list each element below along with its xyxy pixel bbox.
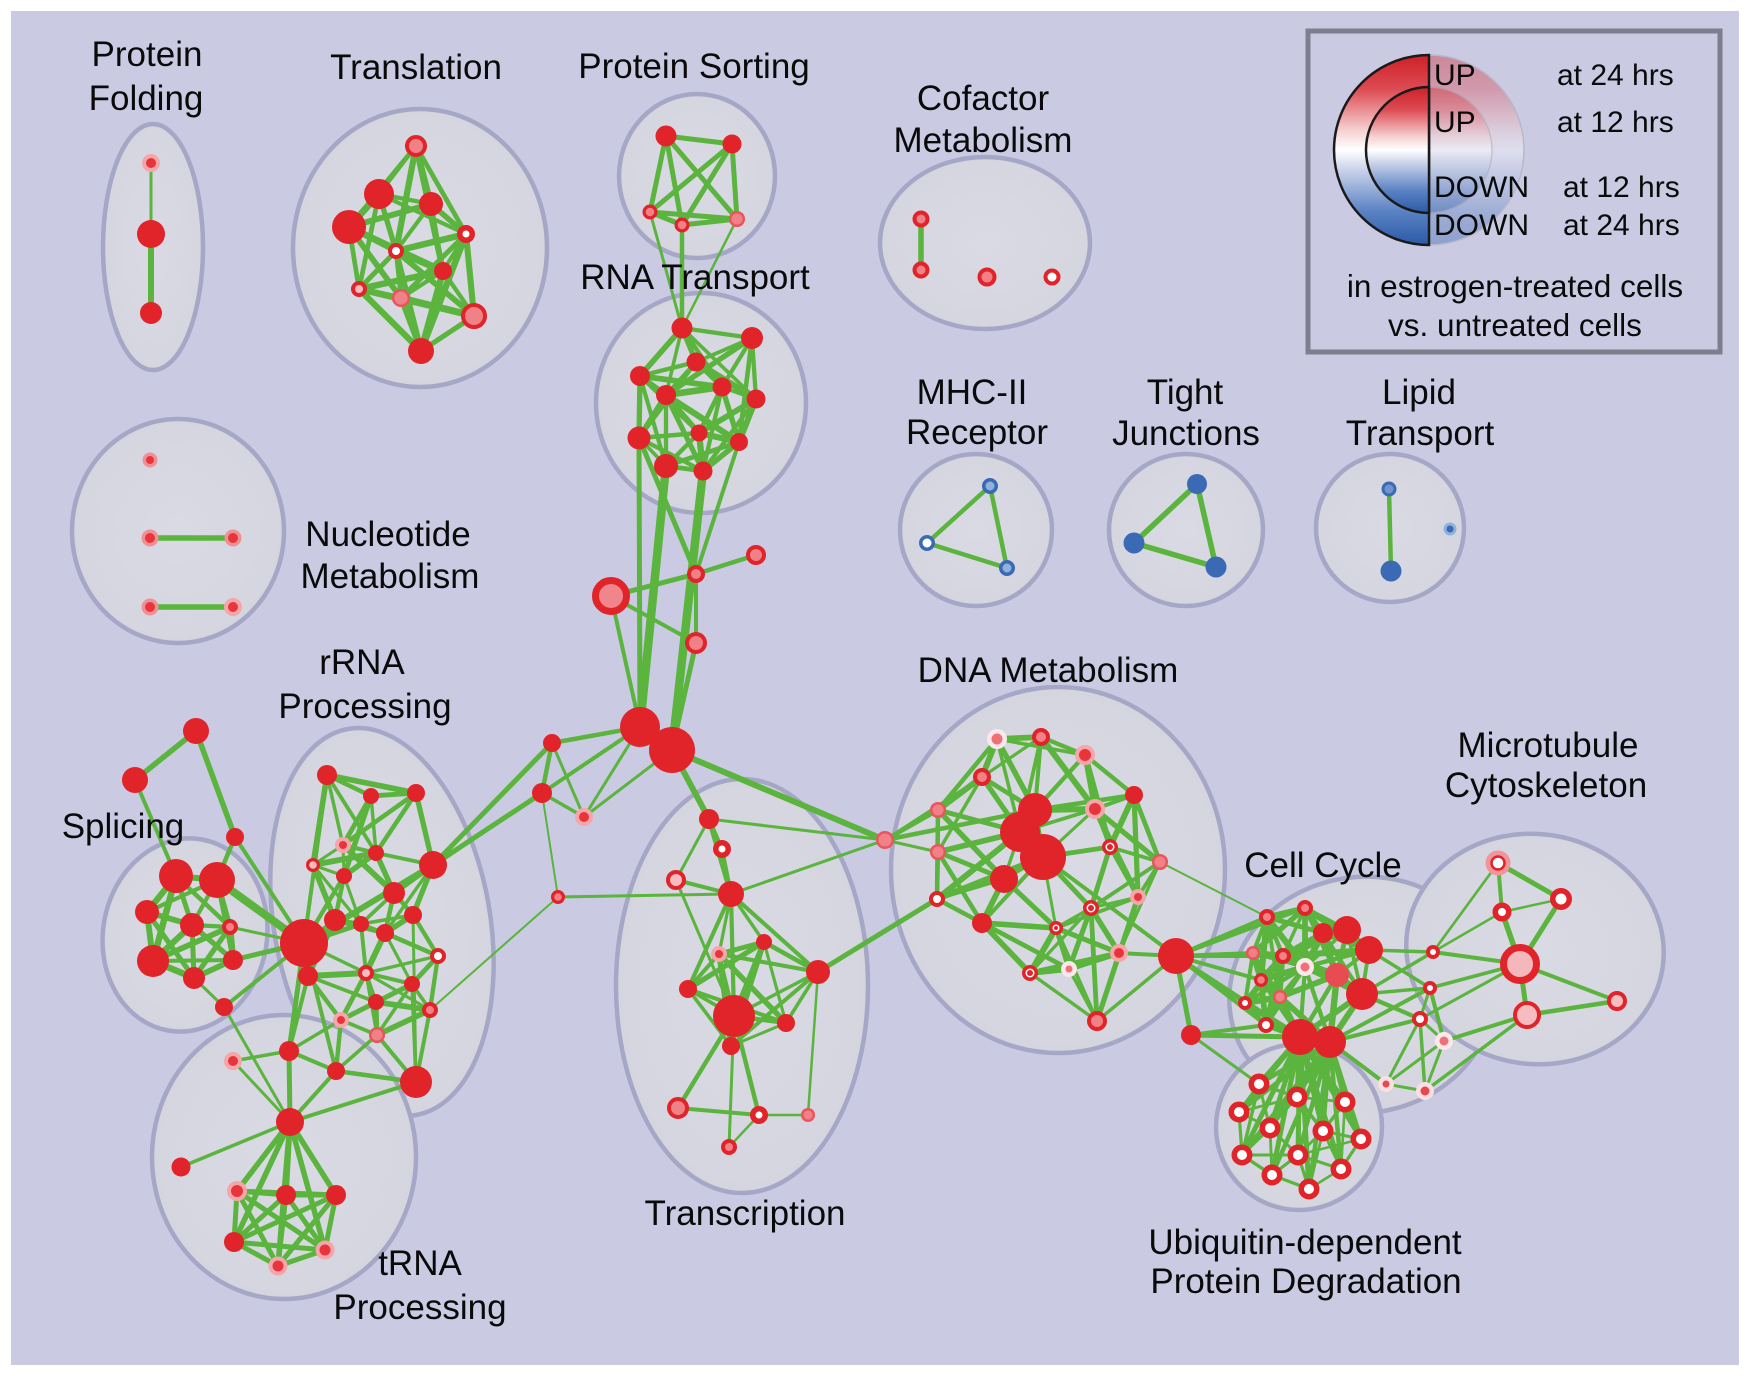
svg-text:Cofactor: Cofactor xyxy=(917,79,1050,118)
svg-text:in estrogen-treated cells: in estrogen-treated cells xyxy=(1347,268,1683,304)
svg-text:Protein Sorting: Protein Sorting xyxy=(578,47,810,86)
svg-text:Junctions: Junctions xyxy=(1112,414,1260,453)
svg-text:Receptor: Receptor xyxy=(906,413,1048,452)
svg-text:Transcription: Transcription xyxy=(645,1194,846,1233)
svg-text:Transport: Transport xyxy=(1346,414,1495,453)
svg-text:DOWN: DOWN xyxy=(1434,171,1529,204)
svg-text:Protein Degradation: Protein Degradation xyxy=(1150,1262,1461,1301)
svg-text:Translation: Translation xyxy=(330,48,502,87)
svg-text:Processing: Processing xyxy=(278,687,451,726)
svg-text:at 24 hrs: at 24 hrs xyxy=(1557,59,1674,92)
svg-text:UP: UP xyxy=(1434,106,1476,139)
svg-text:Cell Cycle: Cell Cycle xyxy=(1244,846,1402,885)
svg-text:at 12 hrs: at 12 hrs xyxy=(1557,106,1674,139)
svg-text:Ubiquitin-dependent: Ubiquitin-dependent xyxy=(1148,1223,1462,1262)
svg-text:tRNA: tRNA xyxy=(378,1244,462,1283)
svg-text:at 24 hrs: at 24 hrs xyxy=(1563,209,1680,242)
svg-text:RNA Transport: RNA Transport xyxy=(580,258,810,297)
svg-text:at 12 hrs: at 12 hrs xyxy=(1563,171,1680,204)
svg-text:Metabolism: Metabolism xyxy=(894,121,1073,160)
svg-text:Metabolism: Metabolism xyxy=(301,557,480,596)
svg-text:rRNA: rRNA xyxy=(319,643,405,682)
svg-text:Splicing: Splicing xyxy=(62,807,185,846)
svg-text:Microtubule: Microtubule xyxy=(1458,726,1639,765)
svg-text:Lipid: Lipid xyxy=(1382,373,1456,412)
svg-text:DNA Metabolism: DNA Metabolism xyxy=(918,651,1179,690)
svg-text:UP: UP xyxy=(1434,59,1476,92)
svg-text:Tight: Tight xyxy=(1147,373,1224,412)
svg-text:Processing: Processing xyxy=(333,1288,506,1327)
svg-text:Cytoskeleton: Cytoskeleton xyxy=(1445,766,1647,805)
svg-text:DOWN: DOWN xyxy=(1434,209,1529,242)
svg-text:Nucleotide: Nucleotide xyxy=(305,515,470,554)
svg-text:vs. untreated cells: vs. untreated cells xyxy=(1388,307,1642,343)
svg-text:MHC-II: MHC-II xyxy=(917,373,1028,412)
svg-text:Folding: Folding xyxy=(89,79,204,118)
svg-text:Protein: Protein xyxy=(92,35,203,74)
